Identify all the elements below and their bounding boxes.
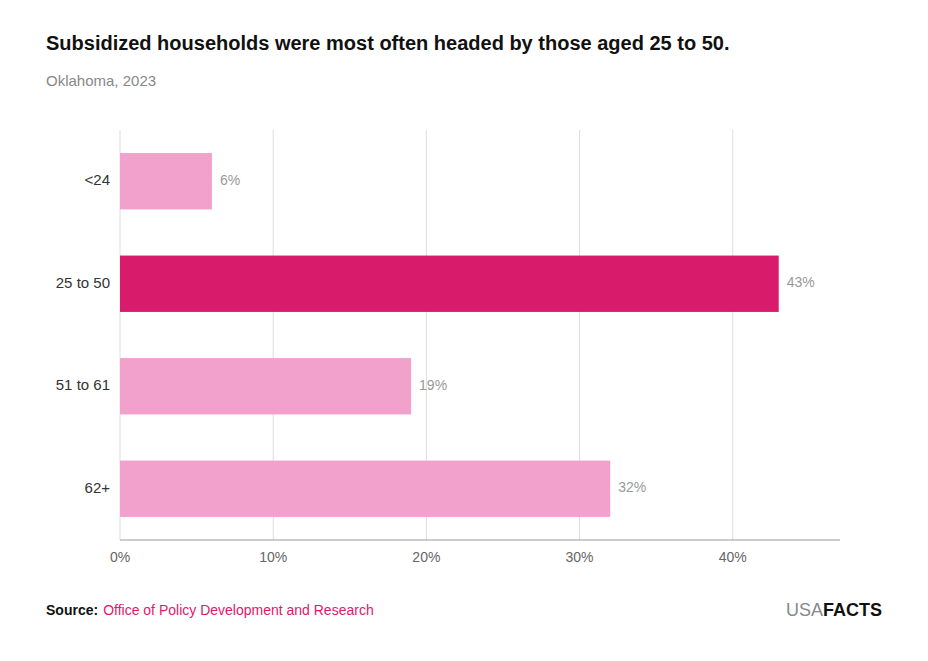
x-tick-label: 0%: [110, 549, 130, 565]
source-label: Source:: [46, 602, 98, 618]
category-label: <24: [85, 171, 110, 188]
bar: [120, 461, 610, 517]
data-label: 19%: [419, 377, 447, 393]
background: [0, 0, 928, 661]
logo-facts: FACTS: [823, 600, 882, 620]
source-text: Office of Policy Development and Researc…: [103, 602, 374, 618]
bar: [120, 358, 411, 414]
chart: Subsidized households were most often he…: [0, 0, 928, 661]
subtitle: Oklahoma, 2023: [46, 72, 156, 89]
data-label: 43%: [787, 274, 815, 290]
bars: [120, 153, 779, 517]
grid-line: [732, 130, 733, 540]
logo-usa: USA: [786, 600, 823, 620]
x-tick-label: 20%: [412, 549, 440, 565]
data-label: 32%: [618, 479, 646, 495]
x-axis-line: [120, 540, 840, 541]
x-tick-label: 10%: [259, 549, 287, 565]
data-label: 6%: [220, 172, 240, 188]
category-label: 51 to 61: [56, 376, 110, 393]
x-tick-label: 30%: [566, 549, 594, 565]
grid: [120, 130, 733, 540]
bar: [120, 153, 212, 209]
x-tick-label: 40%: [719, 549, 747, 565]
title: Subsidized households were most often he…: [46, 32, 729, 54]
bar: [120, 256, 779, 312]
category-label: 62+: [85, 479, 111, 496]
category-label: 25 to 50: [56, 274, 110, 291]
